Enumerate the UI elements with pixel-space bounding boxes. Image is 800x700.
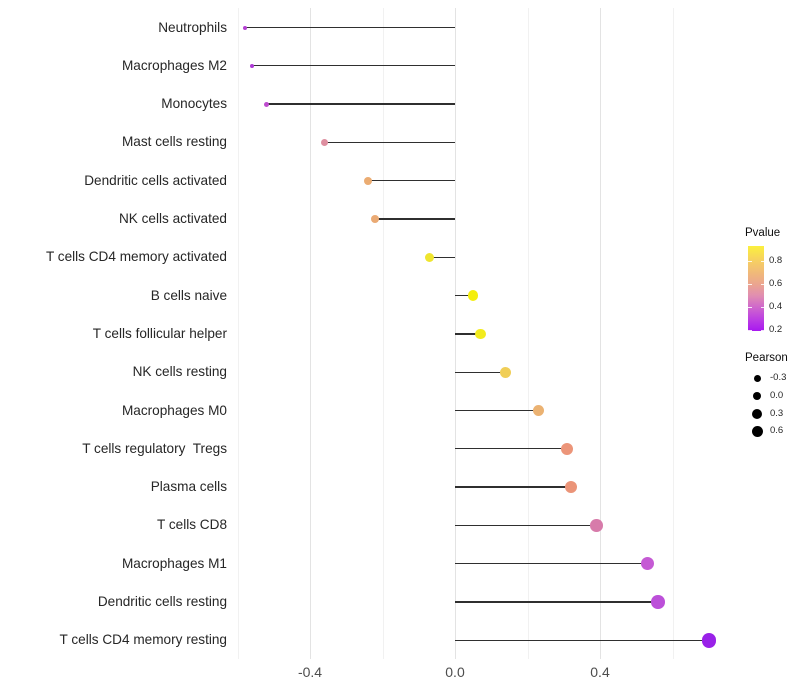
category-label: Monocytes — [161, 96, 227, 112]
category-label: NK cells resting — [132, 364, 227, 380]
size-legend-dot — [752, 408, 762, 419]
pearson-legend-title: Pearson — [745, 352, 788, 364]
minor-gridline — [382, 8, 384, 659]
minor-gridline — [672, 8, 674, 659]
category-label: B cells naive — [150, 287, 227, 303]
lollipop-stem — [429, 256, 455, 258]
category-label: Dendritic cells resting — [97, 594, 227, 609]
lollipop-dot — [500, 366, 512, 378]
category-label: Macrophages M0 — [121, 402, 227, 418]
colorbar-tick-label: 0.4 — [769, 301, 783, 312]
lollipop-stem — [455, 601, 658, 603]
category-label: T cells regulatory Tregs — [82, 440, 227, 456]
lollipop-stem — [455, 448, 568, 450]
size-legend-label: 0.6 — [770, 425, 784, 437]
category-label: Mast cells resting — [121, 134, 227, 150]
lollipop-stem — [455, 294, 474, 297]
lollipop-dot — [321, 138, 328, 146]
lollipop-stem — [455, 371, 506, 373]
colorbar-tick-label: 0.8 — [769, 255, 783, 266]
category-label: NK cells activated — [118, 211, 227, 226]
lollipop-dot — [242, 25, 247, 30]
colorbar-tick-mark — [760, 284, 764, 285]
colorbar-tick-mark — [760, 307, 764, 308]
x-tick-label: 0.0 — [445, 664, 465, 680]
category-label: Neutrophils — [158, 19, 227, 35]
x-tick-label: 0.4 — [590, 664, 610, 680]
colorbar-tick-label: 0.2 — [769, 324, 783, 335]
size-legend-dot — [753, 374, 761, 382]
size-legend-dot — [751, 425, 763, 437]
category-label: T cells CD4 memory activated — [45, 249, 227, 265]
category-label: Dendritic cells activated — [84, 172, 227, 188]
lollipop-stem — [266, 103, 455, 105]
category-label: Plasma cells — [150, 479, 227, 495]
lollipop-stem — [455, 563, 648, 565]
lollipop-stem — [368, 180, 455, 182]
category-label: Macrophages M2 — [121, 57, 227, 73]
colorbar-tick-mark — [748, 284, 752, 285]
lollipop-dot — [651, 595, 665, 609]
lollipop-dot — [565, 481, 577, 494]
major-gridline — [600, 8, 601, 659]
minor-gridline — [237, 8, 239, 659]
lollipop-stem — [324, 141, 455, 144]
lollipop-stem — [252, 65, 455, 67]
size-legend-label: -0.3 — [770, 372, 787, 383]
lollipop-dot — [364, 176, 372, 185]
lollipop-stem — [455, 409, 539, 412]
colorbar-tick-label: 0.6 — [769, 278, 783, 289]
pvalue-legend-title: Pvalue — [745, 227, 781, 239]
lollipop-dot — [561, 442, 574, 455]
minor-gridline — [527, 8, 529, 659]
lollipop-stem — [455, 524, 597, 527]
lollipop-dot — [424, 252, 435, 263]
lollipop-dot — [249, 63, 255, 69]
size-legend-label: 0.0 — [770, 389, 784, 401]
lollipop-stem — [375, 218, 455, 220]
lollipop-dot — [701, 633, 716, 648]
colorbar-tick-mark — [748, 307, 752, 308]
lollipop-dot — [640, 557, 654, 571]
lollipop-stem — [455, 333, 481, 335]
lollipop-dot — [371, 215, 380, 223]
size-legend-label: 0.3 — [770, 407, 784, 419]
colorbar-tick-mark — [760, 330, 764, 331]
colorbar-tick-mark — [760, 261, 764, 262]
lollipop-dot — [475, 328, 486, 340]
x-tick-label: -0.4 — [297, 664, 323, 680]
category-label: T cells follicular helper — [92, 325, 227, 341]
lollipop-stem — [244, 26, 455, 29]
lollipop-stem — [455, 639, 709, 641]
pvalue-colorbar — [748, 246, 764, 331]
colorbar-tick-mark — [748, 261, 752, 262]
major-gridline — [310, 8, 311, 659]
category-label: Macrophages M1 — [121, 555, 227, 571]
lollipop-dot — [532, 404, 545, 417]
lollipop-stem — [455, 486, 571, 488]
category-label: T cells CD4 memory resting — [59, 632, 227, 648]
lollipop-dot — [264, 101, 269, 107]
lollipop-dot — [590, 519, 603, 532]
size-legend-dot — [752, 391, 762, 401]
colorbar-tick-mark — [748, 330, 752, 331]
lollipop-dot — [467, 290, 479, 301]
category-label: T cells CD8 — [157, 517, 227, 533]
